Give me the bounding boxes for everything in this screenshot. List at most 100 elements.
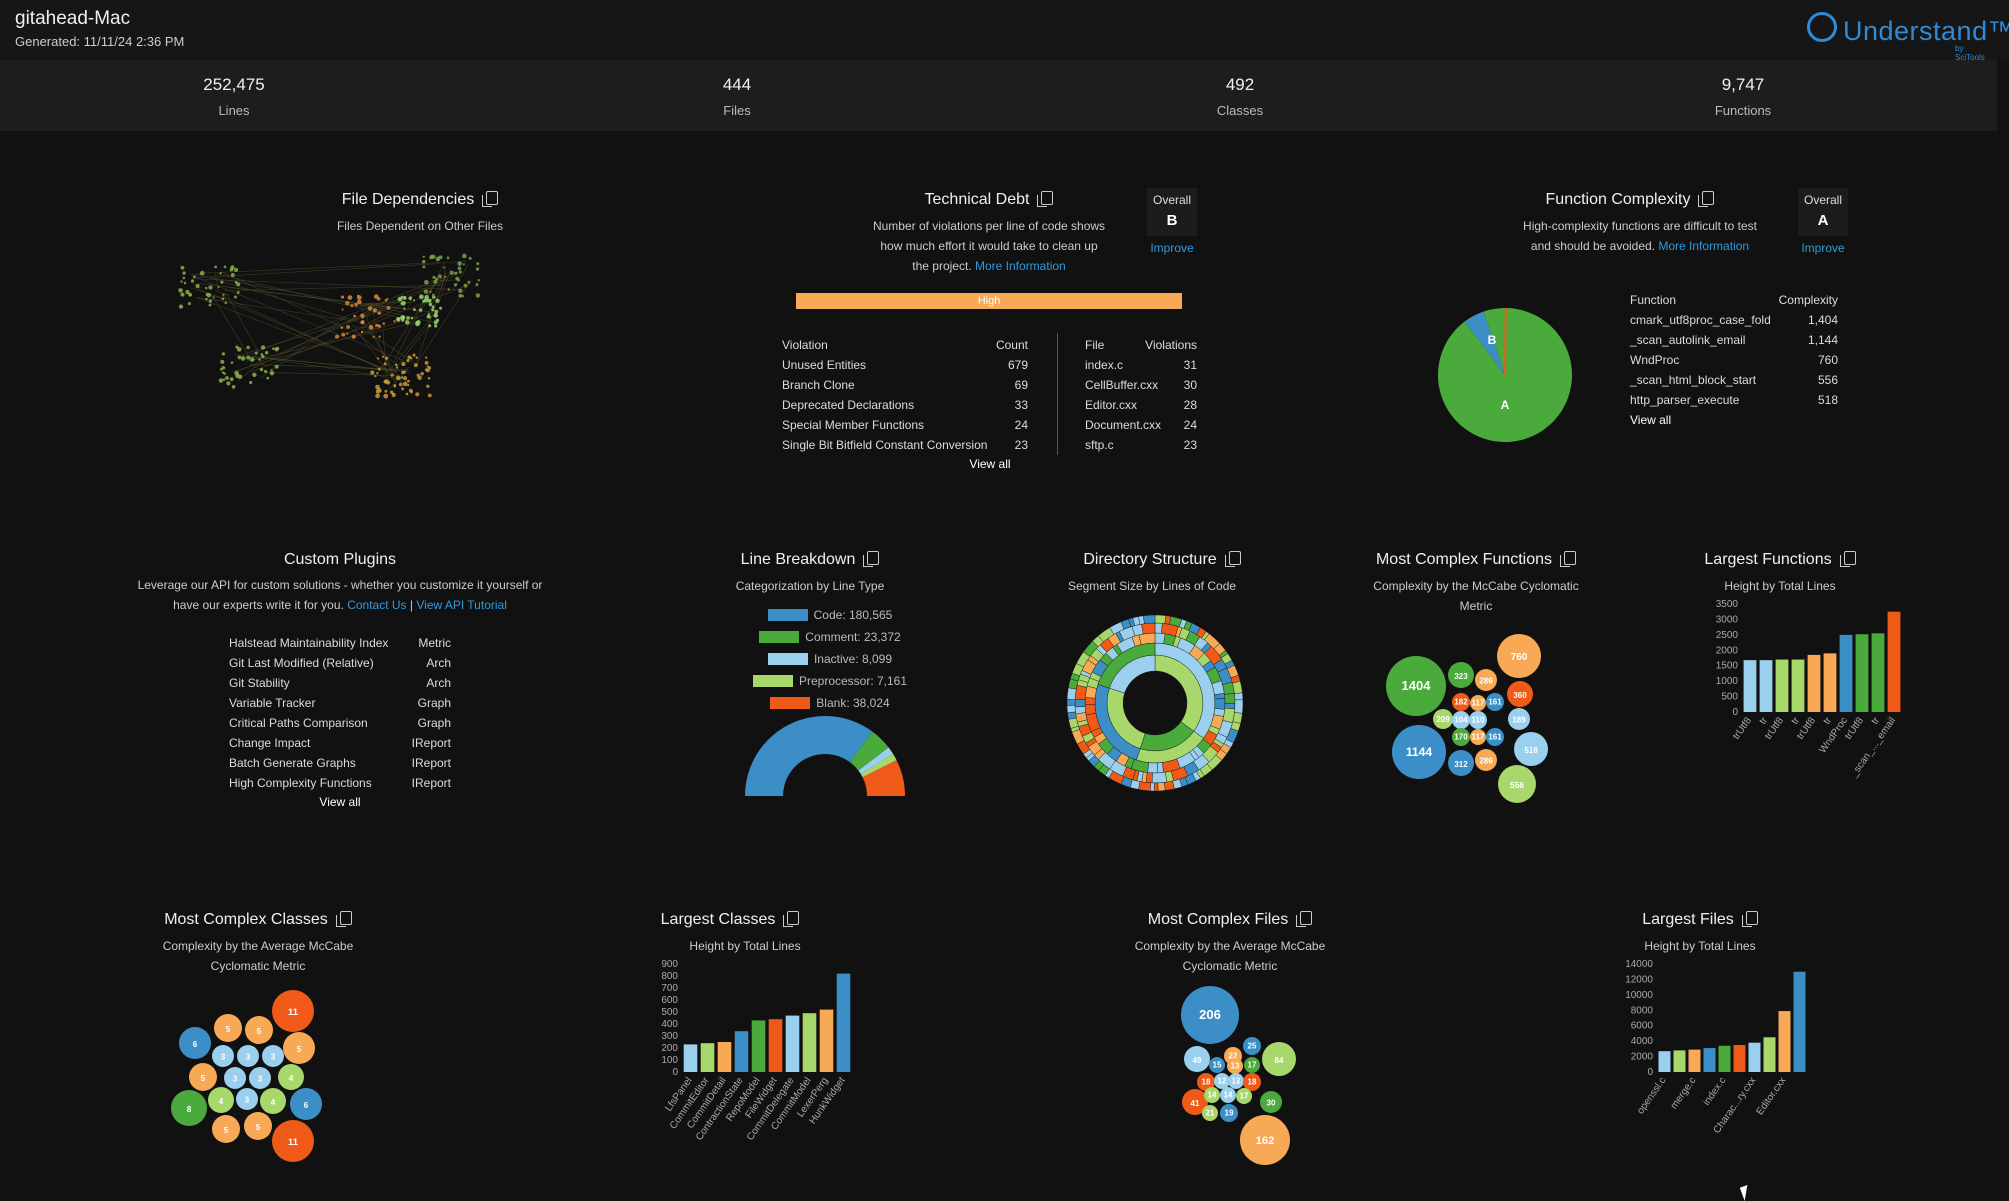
api-tutorial-link[interactable]: View API Tutorial (416, 598, 507, 612)
chart-bar[interactable] (1823, 653, 1837, 712)
bubble[interactable]: 13 (1227, 1058, 1243, 1074)
complex-classes-bubbles[interactable]: 11 5 5 6 3 3 3 5 5 3 3 4 8 4 3 4 6 5 5 11 (165, 985, 335, 1167)
bubble[interactable]: 360 (1507, 681, 1533, 707)
chart-bar[interactable] (1793, 971, 1806, 1072)
bubble[interactable]: 12 (1214, 1073, 1230, 1089)
bubble[interactable]: 4 (278, 1064, 304, 1090)
sunburst-segment[interactable] (1214, 698, 1226, 710)
more-information-link[interactable]: More Information (1658, 239, 1750, 253)
chart-bar[interactable] (700, 1043, 715, 1072)
bubble[interactable]: 21 (1202, 1105, 1218, 1121)
bubble[interactable]: 4 (260, 1088, 286, 1114)
bubble[interactable]: 206 (1181, 986, 1239, 1044)
sunburst-segment[interactable] (1138, 632, 1156, 645)
list-item[interactable]: Git Last Modified (Relative) Arch (229, 656, 451, 670)
chart-bar[interactable] (1688, 1049, 1701, 1072)
bubble[interactable]: 182 (1452, 693, 1470, 711)
technical-debt-improve-link[interactable]: Improve (1150, 241, 1194, 255)
list-item[interactable]: Batch Generate Graphs IReport (229, 756, 451, 770)
chart-bar[interactable] (1748, 1042, 1761, 1072)
bubble[interactable]: 18 (1243, 1073, 1261, 1091)
sunburst-segment[interactable] (1066, 699, 1076, 706)
donut-segment[interactable] (858, 747, 894, 774)
bubble[interactable]: 5 (245, 1016, 273, 1044)
bubble[interactable]: 41 (1182, 1089, 1208, 1115)
bubble[interactable]: 170 (1452, 728, 1470, 746)
bubble[interactable]: 556 (1498, 765, 1536, 803)
largest-files-chart[interactable]: 14000 12000 10000 8000 6000 4000 2000 0openssl.… (1615, 956, 1815, 1166)
bubble[interactable]: 4 (208, 1087, 234, 1113)
bubble[interactable]: 323 (1448, 662, 1474, 688)
chart-bar[interactable] (1778, 1011, 1791, 1072)
bubble[interactable]: 312 (1448, 750, 1474, 776)
bubble[interactable]: 8 (171, 1090, 207, 1126)
list-item[interactable]: High Complexity Functions IReport (229, 776, 451, 790)
bubble[interactable]: 161 (1486, 693, 1504, 711)
bubble[interactable]: 286 (1475, 669, 1497, 691)
copy-icon[interactable] (1224, 551, 1241, 567)
sunburst-segment[interactable] (1074, 706, 1086, 715)
sunburst-segment[interactable] (1154, 622, 1163, 634)
chart-bar[interactable] (1743, 660, 1757, 712)
chart-bar[interactable] (1871, 633, 1885, 712)
bubble[interactable]: 117 (1470, 729, 1486, 745)
bubble[interactable]: 14 (1220, 1087, 1236, 1103)
chart-bar[interactable] (1658, 1051, 1671, 1072)
bubble[interactable]: 18 (1197, 1073, 1215, 1091)
sunburst-segment[interactable] (1066, 704, 1076, 713)
bubble[interactable]: 5 (244, 1112, 272, 1140)
bubble[interactable]: 6 (179, 1027, 211, 1059)
chart-bar[interactable] (819, 1009, 834, 1072)
bubble[interactable]: 19 (1220, 1104, 1238, 1122)
bubble[interactable]: 162 (1240, 1115, 1290, 1165)
bubble[interactable]: 3 (237, 1045, 259, 1067)
sunburst-segment[interactable] (1147, 762, 1158, 774)
bubble[interactable]: 5 (189, 1063, 217, 1091)
chart-bar[interactable] (1839, 634, 1853, 712)
bubble[interactable]: 6 (290, 1088, 322, 1120)
chart-bar[interactable] (802, 1013, 817, 1072)
sunburst-segment[interactable] (1224, 693, 1236, 704)
chart-bar[interactable] (1733, 1045, 1746, 1072)
bubble[interactable]: 49 (1184, 1046, 1210, 1072)
function-complexity-improve-link[interactable]: Improve (1801, 241, 1845, 255)
bubble[interactable]: 25 (1243, 1037, 1261, 1055)
largest-classes-chart[interactable]: 9008007006005004003002001000LfsPanelComm… (640, 956, 860, 1166)
dependency-graph[interactable] (140, 236, 540, 446)
bubble[interactable]: 3 (212, 1045, 234, 1067)
sunburst-segment[interactable] (1084, 697, 1096, 705)
sunburst-segment[interactable] (1154, 614, 1167, 624)
sunburst-segment[interactable] (1157, 762, 1164, 774)
chart-bar[interactable] (1703, 1048, 1716, 1072)
bubble[interactable]: 15 (1209, 1057, 1225, 1073)
copy-icon[interactable] (335, 911, 352, 927)
custom-plugins-view-all[interactable]: View all (319, 795, 361, 809)
bubble[interactable]: 84 (1262, 1042, 1296, 1076)
bubble[interactable]: 17 (1244, 1057, 1260, 1073)
bubble[interactable]: 189 (1508, 708, 1530, 730)
copy-icon[interactable] (1560, 551, 1577, 567)
bubble[interactable]: 104 (1452, 711, 1470, 729)
bubble[interactable]: 760 (1497, 634, 1541, 678)
chart-bar[interactable] (785, 1015, 800, 1072)
bubble[interactable]: 3 (262, 1045, 284, 1067)
donut-segment[interactable] (862, 760, 905, 796)
sunburst-segment[interactable] (1084, 704, 1097, 716)
chart-bar[interactable] (751, 1020, 766, 1072)
function-complexity-view-all[interactable]: View all (1630, 413, 1672, 427)
sunburst-segment[interactable] (1154, 632, 1166, 644)
bubble[interactable]: 30 (1260, 1091, 1282, 1113)
chart-bar[interactable] (1673, 1050, 1686, 1072)
bubble[interactable]: 3 (249, 1067, 271, 1089)
list-item[interactable]: Halstead Maintainability Index Metric (229, 636, 451, 650)
donut-segment[interactable] (860, 754, 897, 778)
bubble[interactable]: 11 (272, 990, 314, 1032)
bubble[interactable]: 17 (1236, 1088, 1252, 1104)
bubble[interactable]: 5 (212, 1115, 240, 1143)
chart-bar[interactable] (1763, 1037, 1776, 1072)
function-complexity-pie[interactable]: AB (1430, 300, 1580, 450)
chart-bar[interactable] (717, 1042, 732, 1072)
bubble[interactable]: 1404 (1386, 656, 1446, 716)
